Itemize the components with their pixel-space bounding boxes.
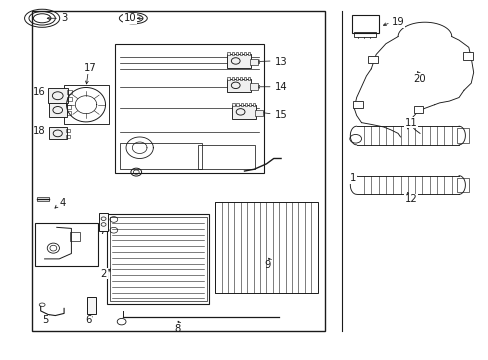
Bar	[107, 214, 209, 304]
Bar	[227, 79, 250, 93]
Bar	[239, 77, 242, 80]
Bar	[248, 103, 251, 106]
Bar	[32, 12, 325, 330]
Bar	[120, 143, 202, 169]
Bar	[227, 54, 250, 68]
Text: 5: 5	[42, 315, 48, 325]
Bar	[66, 111, 71, 115]
Text: 4: 4	[59, 198, 65, 208]
Bar	[231, 52, 233, 55]
Text: 10: 10	[123, 13, 136, 23]
Bar	[70, 232, 80, 241]
Text: 8: 8	[174, 324, 181, 334]
Bar	[115, 44, 264, 173]
Bar	[35, 223, 98, 266]
Bar	[227, 77, 229, 80]
Bar	[456, 177, 468, 193]
Text: 20: 20	[412, 73, 425, 84]
Bar	[110, 217, 207, 301]
Bar	[252, 103, 255, 106]
Bar	[456, 128, 468, 143]
Bar	[236, 103, 238, 106]
Text: 2: 2	[101, 269, 107, 279]
Bar	[227, 52, 229, 55]
Bar	[48, 88, 68, 103]
Bar	[250, 59, 257, 65]
Bar	[351, 15, 378, 33]
Text: 6: 6	[85, 315, 91, 325]
Bar	[255, 110, 262, 116]
Bar	[231, 77, 233, 80]
Bar	[235, 77, 238, 80]
Bar	[232, 105, 255, 119]
Text: 15: 15	[274, 110, 287, 120]
Text: 3: 3	[61, 13, 68, 23]
Bar	[87, 297, 96, 315]
Bar	[99, 213, 108, 231]
Bar	[67, 90, 72, 94]
Bar	[37, 197, 49, 201]
Bar	[244, 103, 246, 106]
Bar	[66, 135, 70, 138]
Bar	[367, 56, 377, 63]
Bar	[64, 85, 109, 125]
Bar	[247, 52, 250, 55]
Text: 13: 13	[274, 57, 287, 67]
Text: 14: 14	[274, 82, 287, 93]
Bar	[250, 83, 257, 90]
Text: 16: 16	[32, 87, 45, 97]
Bar	[49, 127, 67, 139]
Bar	[240, 103, 243, 106]
Bar	[244, 77, 246, 80]
Bar	[413, 106, 423, 113]
Text: 11: 11	[404, 118, 417, 128]
Bar	[232, 103, 234, 106]
Bar	[66, 105, 71, 109]
Bar	[247, 77, 250, 80]
Text: 9: 9	[264, 260, 270, 270]
Bar	[239, 52, 242, 55]
Bar	[353, 32, 375, 37]
Bar	[49, 103, 67, 117]
Text: 18: 18	[32, 126, 45, 135]
Text: 1: 1	[349, 173, 355, 183]
Bar	[66, 129, 70, 132]
Text: 19: 19	[391, 17, 404, 27]
Bar	[198, 145, 254, 169]
Bar	[244, 52, 246, 55]
Text: 12: 12	[404, 194, 417, 204]
Bar	[235, 52, 238, 55]
Bar	[215, 202, 317, 293]
Bar	[462, 52, 472, 59]
Text: 7: 7	[99, 226, 105, 236]
Bar	[67, 97, 72, 102]
Bar	[352, 101, 362, 108]
Text: 17: 17	[83, 63, 96, 73]
